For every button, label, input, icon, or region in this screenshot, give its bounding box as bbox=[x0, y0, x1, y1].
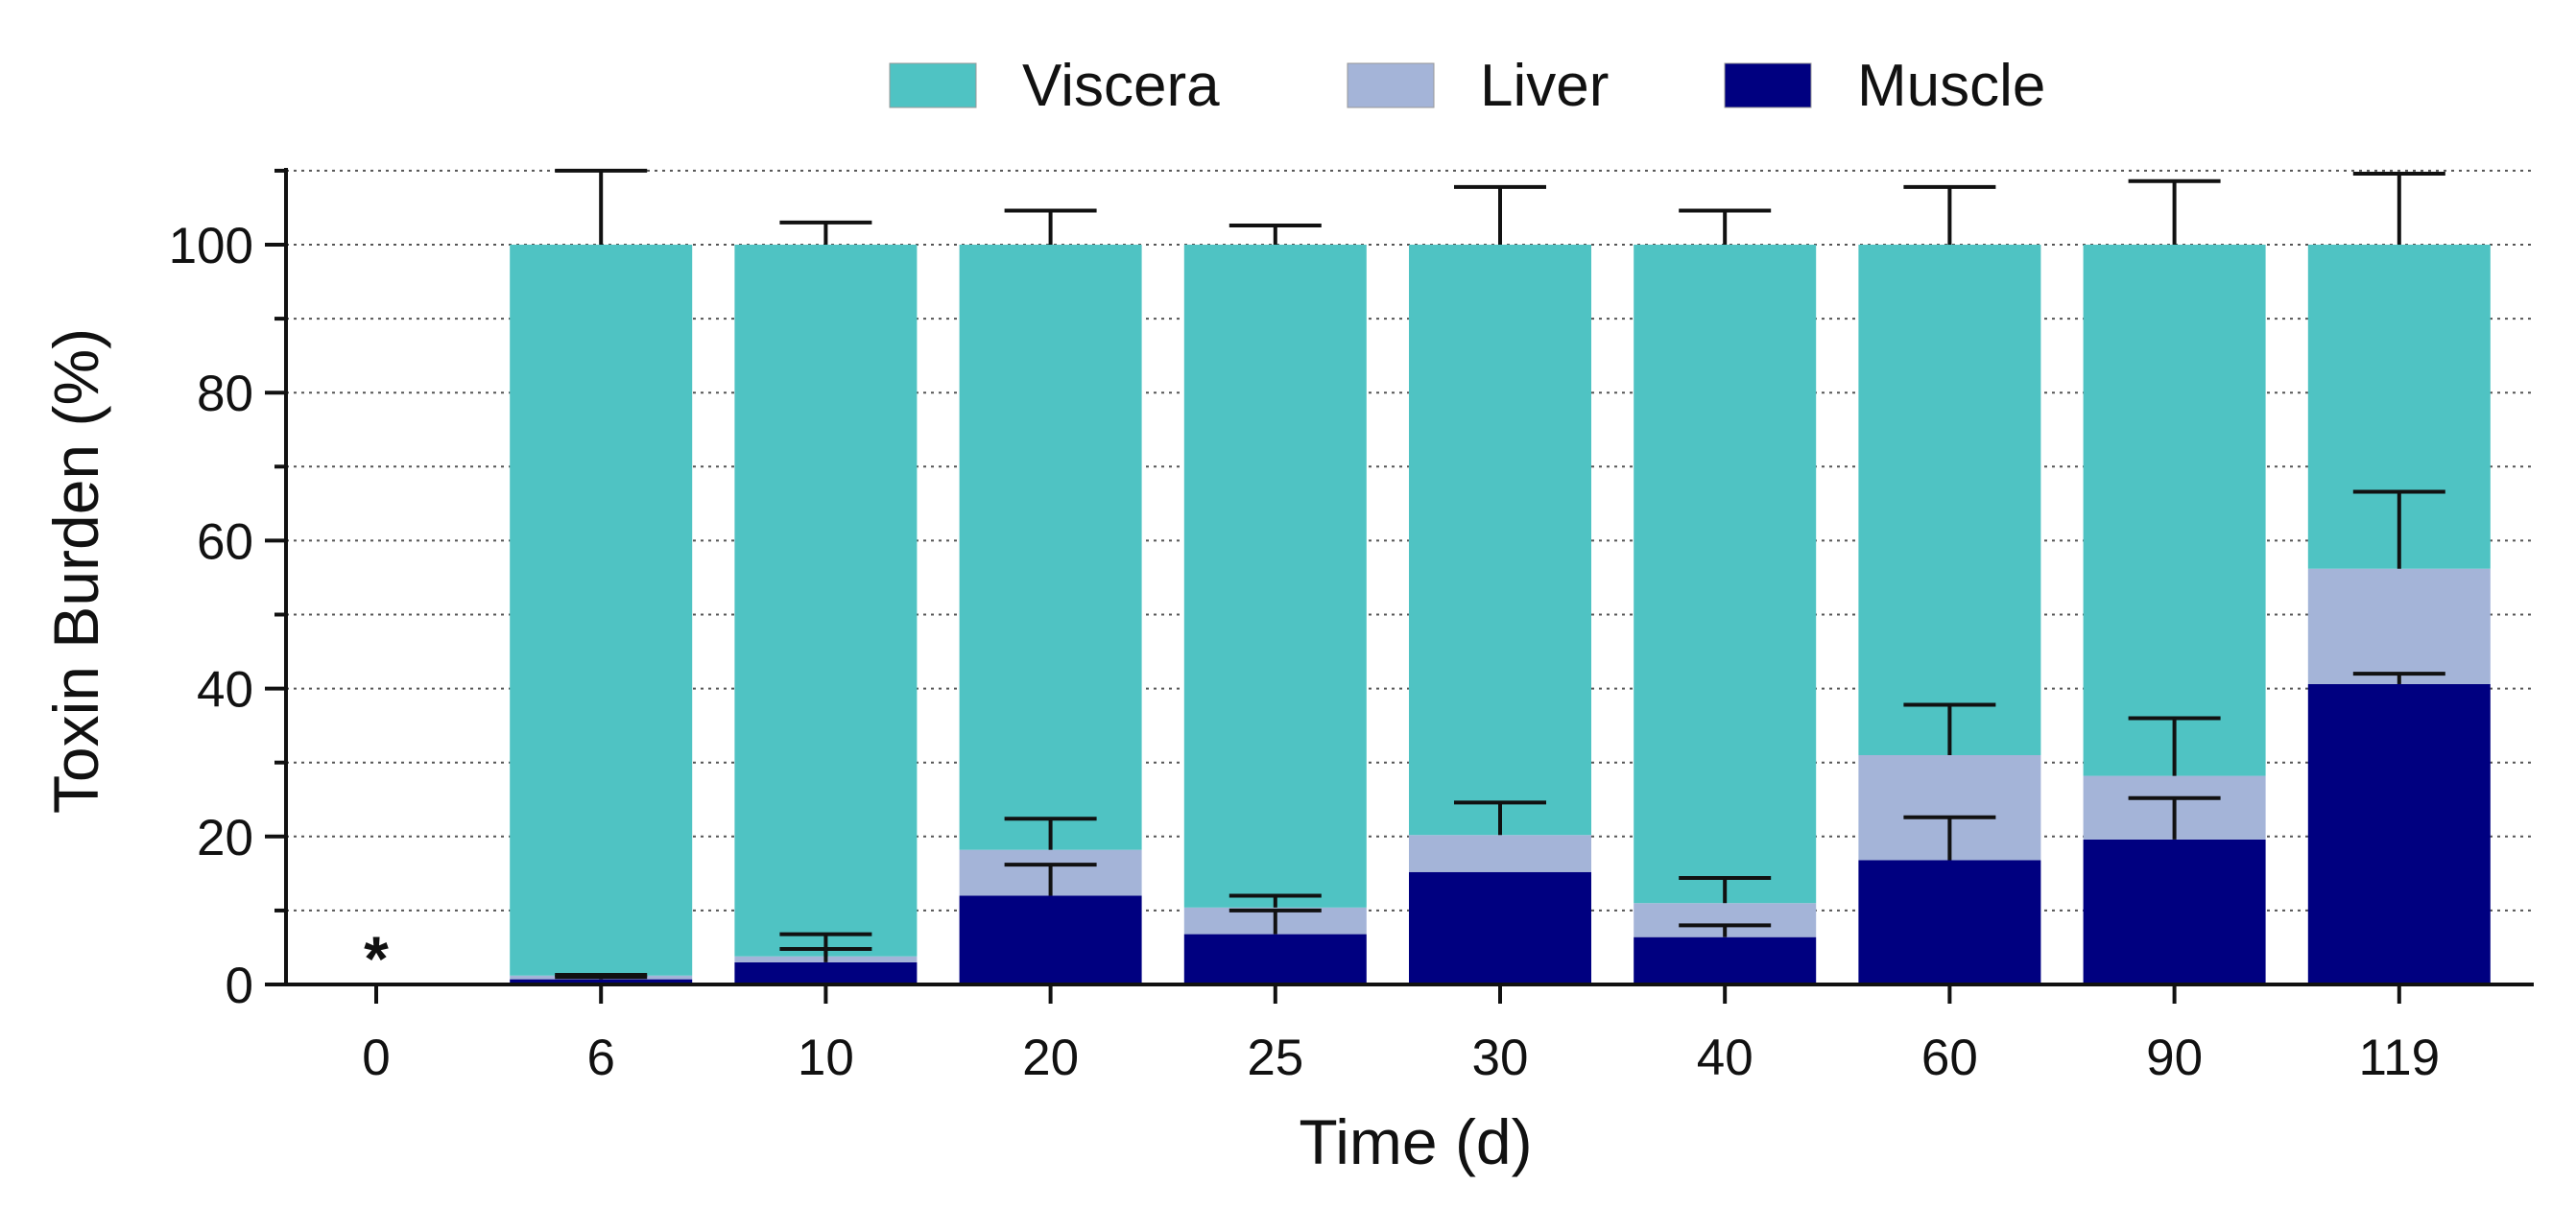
error-bar-muscle-40 bbox=[1679, 923, 1772, 937]
error-bar-viscera-6 bbox=[555, 168, 648, 245]
bar-viscera-90 bbox=[2083, 245, 2266, 776]
error-bar-viscera-119 bbox=[2352, 171, 2445, 245]
legend-label-muscle: Muscle bbox=[1857, 53, 2045, 119]
bar-muscle-6 bbox=[510, 979, 693, 984]
error-bar-muscle-6 bbox=[555, 975, 648, 980]
legend-swatch-viscera bbox=[889, 62, 977, 108]
error-bar-muscle-90 bbox=[2128, 795, 2221, 840]
bar-liver-30 bbox=[1409, 835, 1591, 872]
bar-muscle-30 bbox=[1409, 871, 1591, 984]
bar-muscle-25 bbox=[1183, 934, 1367, 984]
legend: Viscera Liver Muscle bbox=[889, 53, 2045, 119]
bar-viscera-6 bbox=[510, 245, 693, 976]
error-bar-viscera-25 bbox=[1228, 223, 1322, 245]
y-tick-label: 0 bbox=[226, 958, 253, 1014]
y-tick-label: 100 bbox=[169, 218, 253, 274]
y-tick-label: 20 bbox=[197, 810, 253, 866]
x-tick-label-20: 20 bbox=[1022, 1030, 1079, 1086]
legend-label-liver: Liver bbox=[1480, 53, 1609, 119]
error-bar-liver-60 bbox=[1903, 702, 1996, 755]
x-axis-title: Time (d) bbox=[1299, 1106, 1532, 1177]
error-bar-liver-6 bbox=[555, 972, 648, 977]
error-bar-viscera-60 bbox=[1903, 184, 1996, 245]
error-bar-viscera-10 bbox=[779, 220, 872, 245]
error-bar-liver-119 bbox=[2352, 489, 2445, 569]
legend-swatch-muscle bbox=[1724, 62, 1812, 108]
x-tick-label-6: 6 bbox=[586, 1030, 614, 1086]
bar-viscera-40 bbox=[1634, 245, 1817, 904]
bar-liver-119 bbox=[2307, 568, 2491, 684]
error-bar-liver-30 bbox=[1454, 800, 1546, 836]
bar-muscle-10 bbox=[734, 961, 918, 984]
bar-viscera-60 bbox=[1858, 245, 2041, 755]
x-tick-label-25: 25 bbox=[1247, 1030, 1303, 1086]
error-bar-liver-25 bbox=[1228, 893, 1322, 908]
y-tick-label: 60 bbox=[197, 513, 253, 570]
bar-muscle-90 bbox=[2083, 839, 2266, 984]
error-bar-viscera-20 bbox=[1004, 208, 1097, 245]
bar-muscle-40 bbox=[1634, 936, 1817, 984]
y-tick-label: 40 bbox=[197, 662, 253, 719]
bar-muscle-20 bbox=[959, 895, 1142, 984]
bar-muscle-119 bbox=[2307, 683, 2491, 984]
error-bars bbox=[555, 168, 2445, 980]
bar-muscle-60 bbox=[1858, 860, 2041, 984]
error-bar-viscera-90 bbox=[2128, 178, 2221, 245]
legend-label-viscera: Viscera bbox=[1022, 53, 1220, 119]
y-axis-title: Toxin Burden (%) bbox=[40, 328, 111, 814]
x-tick-label-119: 119 bbox=[2359, 1030, 2441, 1086]
x-tick-label-30: 30 bbox=[1472, 1030, 1529, 1086]
error-bar-liver-90 bbox=[2128, 716, 2221, 776]
error-bar-liver-10 bbox=[779, 932, 872, 957]
error-bar-muscle-119 bbox=[2352, 672, 2445, 684]
x-tick-label-40: 40 bbox=[1697, 1030, 1753, 1086]
bar-viscera-25 bbox=[1183, 245, 1367, 908]
bar-viscera-30 bbox=[1409, 245, 1591, 836]
bar-viscera-20 bbox=[959, 245, 1142, 850]
legend-swatch-liver bbox=[1347, 62, 1435, 108]
bars bbox=[510, 245, 2491, 984]
y-tick-label: 80 bbox=[197, 366, 253, 422]
bar-viscera-10 bbox=[734, 245, 918, 957]
error-bar-liver-20 bbox=[1004, 817, 1097, 850]
significance-star: * bbox=[364, 923, 389, 994]
error-bar-muscle-25 bbox=[1228, 908, 1322, 935]
x-tick-label-60: 60 bbox=[1921, 1030, 1978, 1086]
error-bar-muscle-60 bbox=[1903, 815, 1996, 861]
error-bar-muscle-20 bbox=[1004, 863, 1097, 896]
x-tick-label-0: 0 bbox=[362, 1030, 390, 1086]
error-bar-liver-40 bbox=[1679, 875, 1772, 904]
axes: 0 20 40 60 80 100 0 6 10 20 25 30 40 60 90 119 * bbox=[169, 168, 2534, 1086]
error-bar-viscera-30 bbox=[1454, 184, 1546, 245]
x-tick-label-10: 10 bbox=[798, 1030, 854, 1086]
error-bar-viscera-40 bbox=[1679, 208, 1772, 245]
x-tick-label-90: 90 bbox=[2146, 1030, 2203, 1086]
